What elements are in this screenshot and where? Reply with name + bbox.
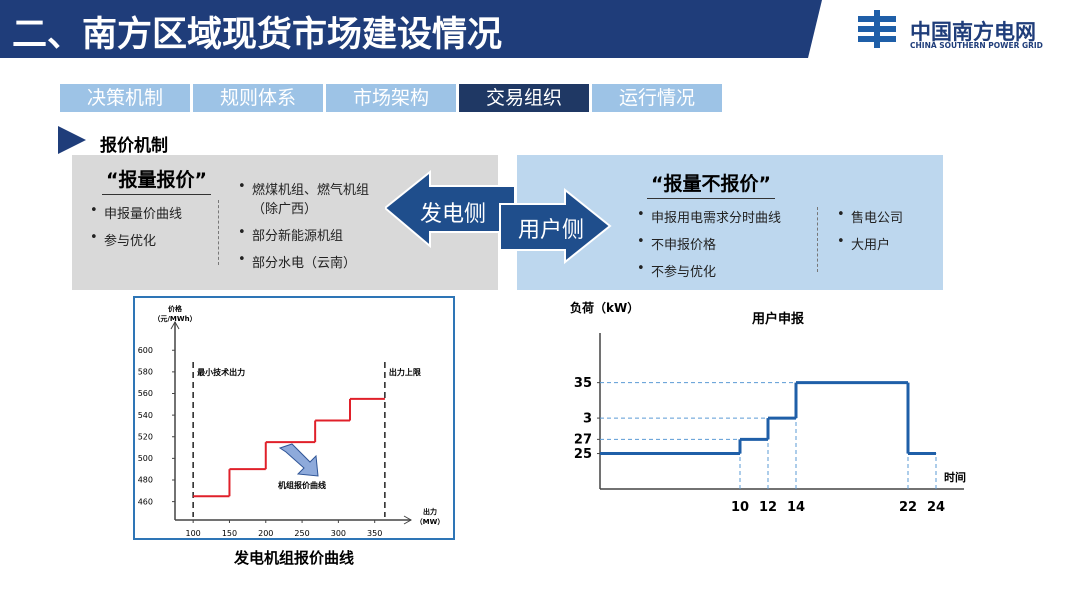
x-tick-label: 22 xyxy=(899,500,917,515)
y-tick-label: 25 xyxy=(574,447,592,462)
x-tick-label: 24 xyxy=(927,500,945,515)
header-band xyxy=(0,0,896,58)
x-tick-label: 10 xyxy=(731,500,749,515)
tab[interactable]: 市场架构 xyxy=(326,84,456,112)
list-item: 申报量价曲线 xyxy=(88,203,218,222)
chart-frame xyxy=(133,296,455,540)
x-axis-label: 出力 xyxy=(423,507,437,516)
x-tick-label: 14 xyxy=(787,500,805,515)
annotation: 机组报价曲线 xyxy=(278,480,326,490)
list-item: 大用户 xyxy=(835,234,935,253)
arrows xyxy=(385,170,612,265)
y-axis-label: 负荷（kW） xyxy=(570,300,639,315)
x-tick-label: 250 xyxy=(294,529,309,538)
x-tick-label: 300 xyxy=(331,529,346,538)
tab[interactable]: 规则体系 xyxy=(193,84,323,112)
marker-label: 出力上限 xyxy=(389,367,421,377)
list-item: 售电公司 xyxy=(835,207,935,226)
arrow-label: 用户侧 xyxy=(518,218,585,243)
panel-heading: “报量报价” xyxy=(102,165,211,195)
y-tick-label: 460 xyxy=(138,497,153,506)
y-tick-label: 580 xyxy=(138,368,153,377)
chart-caption: 发电机组报价曲线 xyxy=(233,549,354,567)
y-tick-label: 35 xyxy=(574,376,592,391)
axis-arrow xyxy=(403,515,413,525)
list-item: 部分新能源机组 xyxy=(236,225,386,244)
x-axis-label: 时间 xyxy=(944,470,966,484)
x-tick-label: 350 xyxy=(367,529,382,538)
y-tick-label: 500 xyxy=(138,454,153,463)
logo-text: 中国南方电网 xyxy=(910,20,1036,44)
x-tick-label: 12 xyxy=(759,500,777,515)
y-tick-label: 520 xyxy=(138,432,153,441)
panel-heading: “报量不报价” xyxy=(647,169,775,199)
x-tick-label: 100 xyxy=(186,529,201,538)
tab[interactable]: 交易组织 xyxy=(459,84,589,112)
y-tick-label: 3 xyxy=(583,411,592,426)
axis-arrow xyxy=(170,320,180,330)
y-tick-label: 27 xyxy=(574,433,592,448)
list-item: 不参与优化 xyxy=(635,261,815,280)
tab[interactable]: 运行情况 xyxy=(592,84,722,112)
y-tick-label: 480 xyxy=(138,476,153,485)
logo-subtext: CHINA SOUTHERN POWER GRID xyxy=(910,41,1043,50)
y-tick-label: 600 xyxy=(138,346,153,355)
list-item: 部分水电（云南） xyxy=(236,252,386,271)
chart-title: 用户申报 xyxy=(751,311,805,327)
list-item: 申报用电需求分时曲线 xyxy=(635,207,815,226)
list-item: 参与优化 xyxy=(88,230,218,249)
slide-title: 二、南方区域现货市场建设情况 xyxy=(12,15,503,55)
x-tick-label: 200 xyxy=(258,529,273,538)
x-tick-label: 150 xyxy=(222,529,237,538)
list-item: 燃煤机组、燃气机组（除广西） xyxy=(236,179,386,217)
tab[interactable]: 决策机制 xyxy=(60,84,190,112)
list-item: 不申报价格 xyxy=(635,234,815,253)
y-tick-label: 540 xyxy=(138,411,153,420)
section-title: 报价机制 xyxy=(100,136,168,156)
y-axis-label: （元/MWh） xyxy=(153,315,196,323)
y-axis-label: 价格 xyxy=(168,304,183,313)
marker-label: 最小技术出力 xyxy=(197,367,245,377)
x-axis-label: （MW） xyxy=(416,518,445,526)
annotation-arrow xyxy=(278,443,319,477)
y-tick-label: 560 xyxy=(138,389,153,398)
arrow-label: 发电侧 xyxy=(420,202,487,227)
section-marker xyxy=(58,126,86,154)
